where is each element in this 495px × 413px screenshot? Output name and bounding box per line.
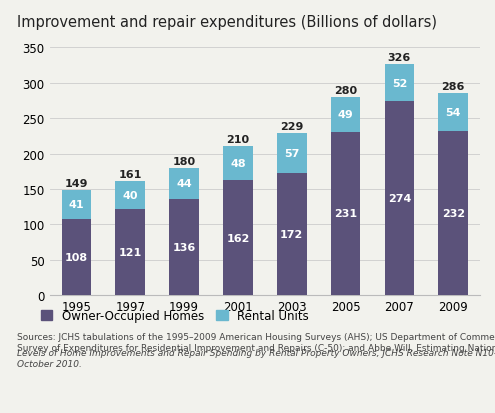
Text: 57: 57 <box>284 149 299 159</box>
Bar <box>331 98 360 132</box>
Text: Levels of Home Improvements and Repair Spending by Rental Property Owners, JCHS : Levels of Home Improvements and Repair S… <box>17 349 495 368</box>
Text: 52: 52 <box>392 78 407 89</box>
Text: 326: 326 <box>388 53 411 63</box>
Text: 231: 231 <box>334 209 357 219</box>
Text: 232: 232 <box>442 209 465 218</box>
Text: Improvement and repair expenditures (Billions of dollars): Improvement and repair expenditures (Bil… <box>17 15 437 30</box>
Text: 48: 48 <box>230 159 246 169</box>
Bar <box>115 182 145 210</box>
Text: 136: 136 <box>172 242 196 252</box>
Text: 40: 40 <box>122 191 138 201</box>
Bar <box>277 174 306 295</box>
Text: 49: 49 <box>338 110 353 120</box>
Text: 162: 162 <box>226 233 249 243</box>
Bar <box>61 219 91 295</box>
Text: 41: 41 <box>69 199 84 210</box>
Bar <box>277 134 306 174</box>
Text: 274: 274 <box>388 194 411 204</box>
Bar <box>439 132 468 295</box>
Text: 210: 210 <box>226 135 249 145</box>
Bar <box>385 65 414 102</box>
Text: 121: 121 <box>119 248 142 258</box>
Text: 180: 180 <box>173 156 196 166</box>
Text: 286: 286 <box>442 81 465 91</box>
Legend: Owner-Occupied Homes, Rental Units: Owner-Occupied Homes, Rental Units <box>41 309 309 323</box>
Bar <box>61 190 91 219</box>
Bar <box>223 147 253 181</box>
Text: 54: 54 <box>446 107 461 118</box>
Bar <box>169 199 199 295</box>
Bar <box>331 132 360 295</box>
Text: 149: 149 <box>65 178 88 188</box>
Text: 161: 161 <box>119 170 142 180</box>
Bar <box>385 102 414 295</box>
Text: Sources: JCHS tabulations of the 1995–2009 American Housing Surveys (AHS); US De: Sources: JCHS tabulations of the 1995–20… <box>17 332 495 352</box>
Text: 229: 229 <box>280 122 303 132</box>
Text: 172: 172 <box>280 230 303 240</box>
Text: 280: 280 <box>334 85 357 96</box>
Bar <box>169 169 199 199</box>
Text: 108: 108 <box>65 252 88 262</box>
Text: 44: 44 <box>176 179 192 189</box>
Bar <box>439 93 468 132</box>
Bar <box>115 210 145 295</box>
Bar <box>223 181 253 295</box>
